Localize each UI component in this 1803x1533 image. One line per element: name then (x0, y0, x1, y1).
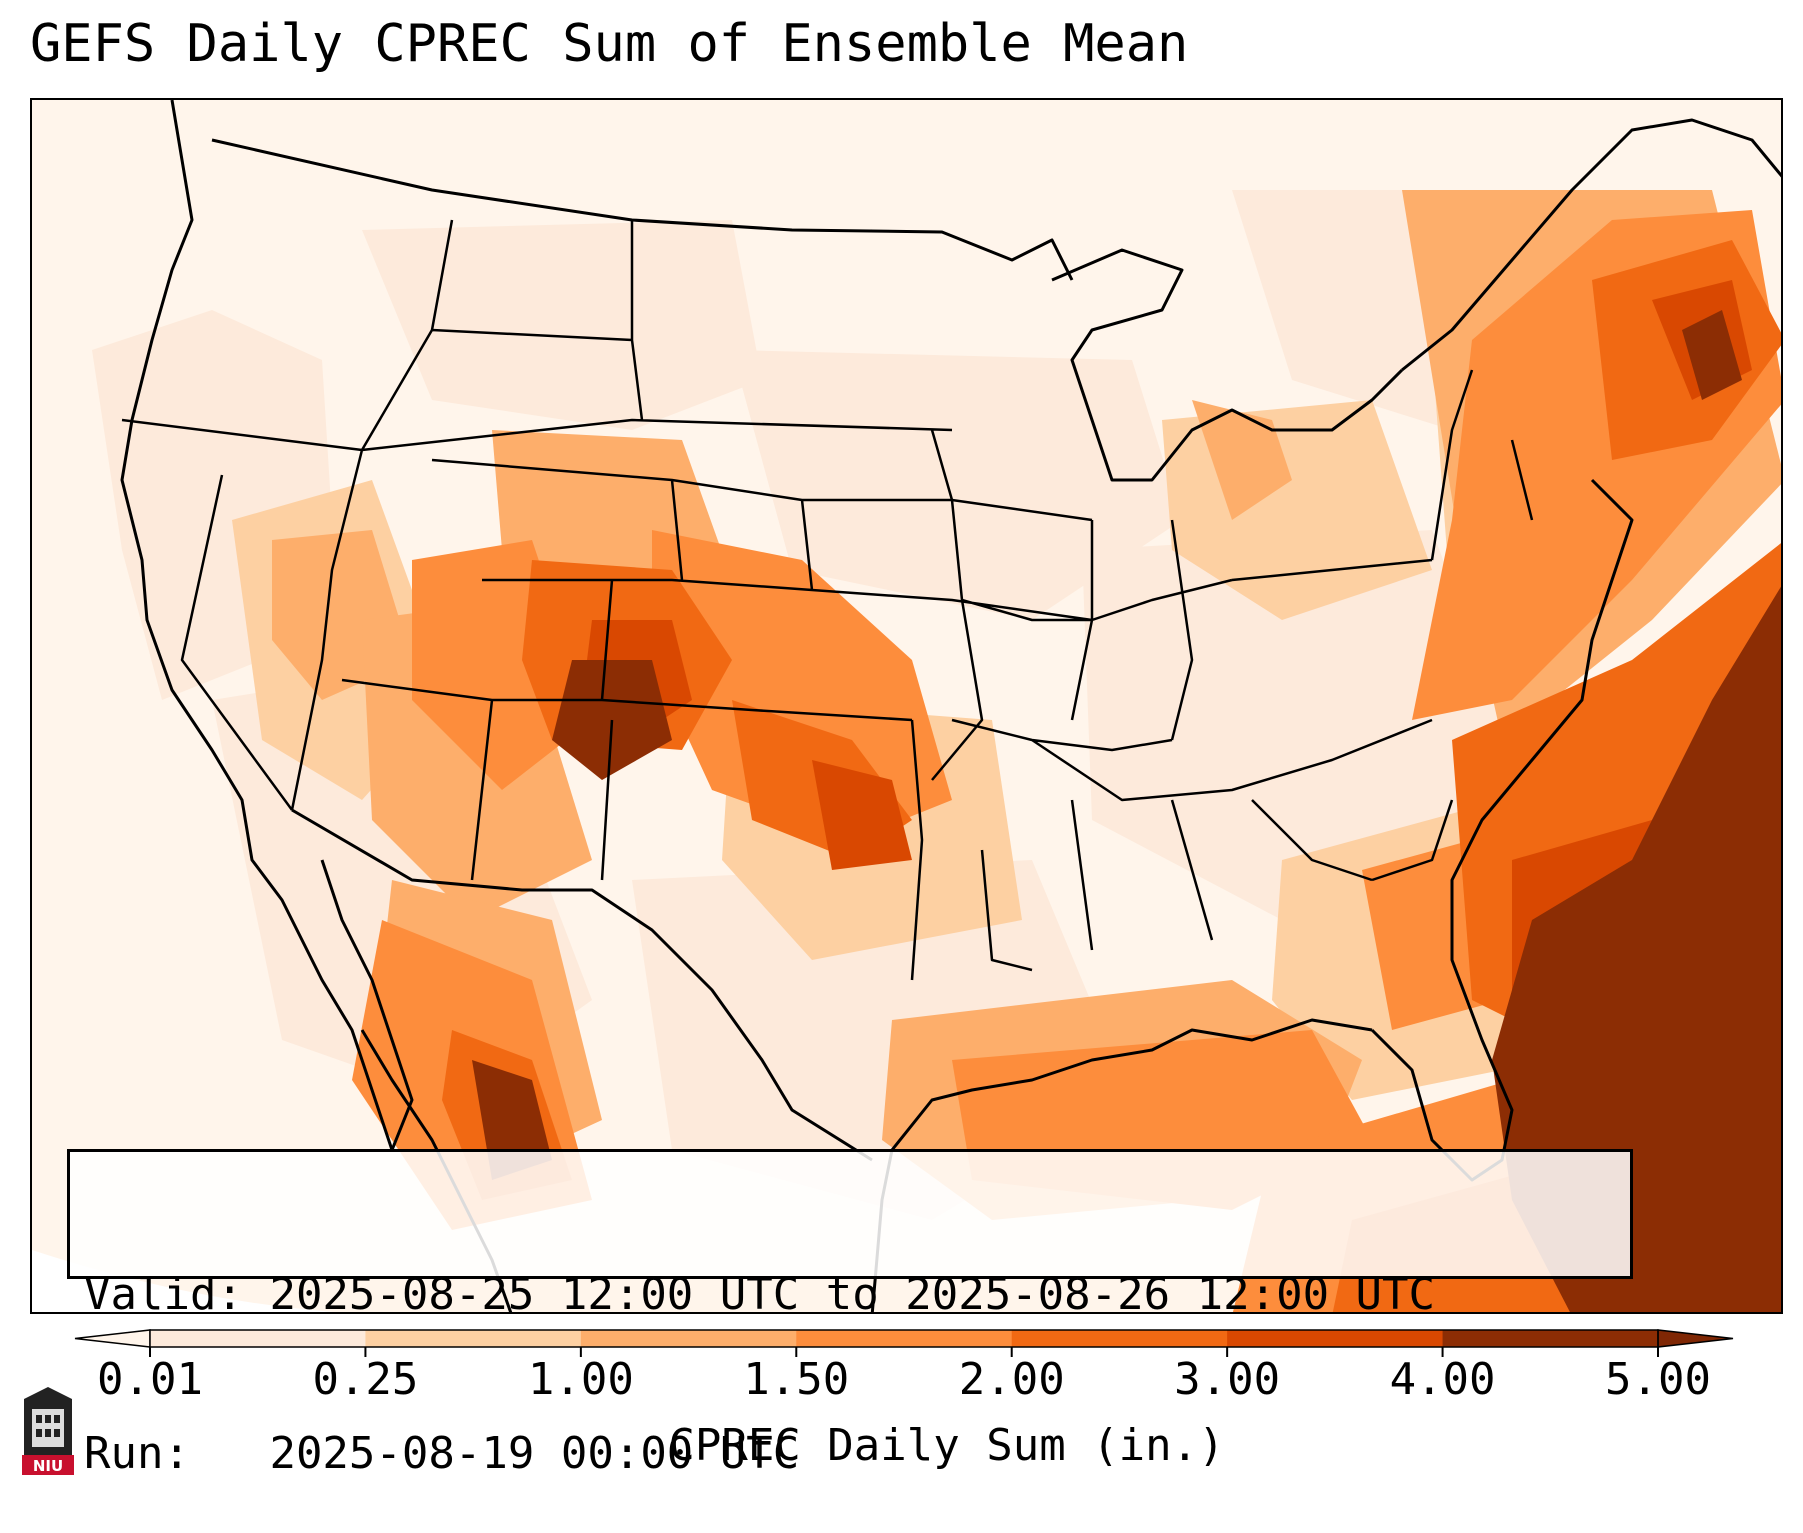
valid-label: Valid: (84, 1269, 243, 1320)
colorbar-tick-label: 5.00 (1605, 1354, 1711, 1405)
valid-time-row: Valid: 2025-08-25 12:00 UTC to 2025-08-2… (84, 1268, 1616, 1321)
colorbar-border (149, 1329, 1659, 1348)
colorbar-tick-label: 2.00 (958, 1354, 1065, 1405)
colorbar-tick-label: 0.25 (312, 1354, 419, 1405)
colorbar (74, 1329, 1734, 1357)
colorbar-over-extension (1657, 1329, 1734, 1348)
state-lines (121, 219, 1534, 981)
colorbar-segment (1011, 1330, 1228, 1347)
valid-run-info-box: Valid: 2025-08-25 12:00 UTC to 2025-08-2… (67, 1149, 1633, 1479)
run-label: Run: (84, 1428, 190, 1479)
west-coastline (120, 100, 394, 1151)
colorbar-title: CPREC Daily Sum (in.) (668, 1420, 1225, 1471)
colorbar-tick-label: 4.00 (1389, 1354, 1496, 1405)
niu-logo: NIU (22, 1387, 74, 1475)
colorbar-segment (365, 1330, 582, 1347)
map-title: GEFS Daily CPREC Sum of Ensemble Mean (30, 14, 1189, 74)
valid-value: 2025-08-25 12:00 UTC to 2025-08-26 12:00… (269, 1269, 1436, 1320)
baja-peninsula (320, 859, 414, 1151)
us-canada-border (211, 138, 1074, 281)
run-time-row: Run: 2025-08-19 00:00 UTC (84, 1427, 1616, 1480)
colorbar-under-extension (74, 1329, 151, 1348)
run-value: 2025-08-19 00:00 UTC (269, 1428, 800, 1479)
northeast-coastline (1401, 118, 1781, 372)
great-lakes (1051, 248, 1404, 482)
map-canvas (32, 100, 1781, 1312)
projection-edge-left (32, 1250, 334, 1312)
colorbar-segment (796, 1330, 1013, 1347)
colorbar-tick-label: 3.00 (1174, 1354, 1281, 1405)
colorbar-tick-label: 1.50 (743, 1354, 850, 1405)
precipitation-map[interactable] (30, 98, 1783, 1314)
colorbar-segment (150, 1330, 366, 1347)
colorbar-segment (1442, 1330, 1659, 1347)
colorbar-segment (1227, 1330, 1444, 1347)
us-mexico-border (291, 808, 873, 1162)
colorbar-tick-label: 1.00 (527, 1354, 634, 1405)
logo-text: NIU (33, 1457, 63, 1475)
colorbar-tick-label: 0.01 (97, 1354, 203, 1405)
colorbar-segment (580, 1330, 797, 1347)
